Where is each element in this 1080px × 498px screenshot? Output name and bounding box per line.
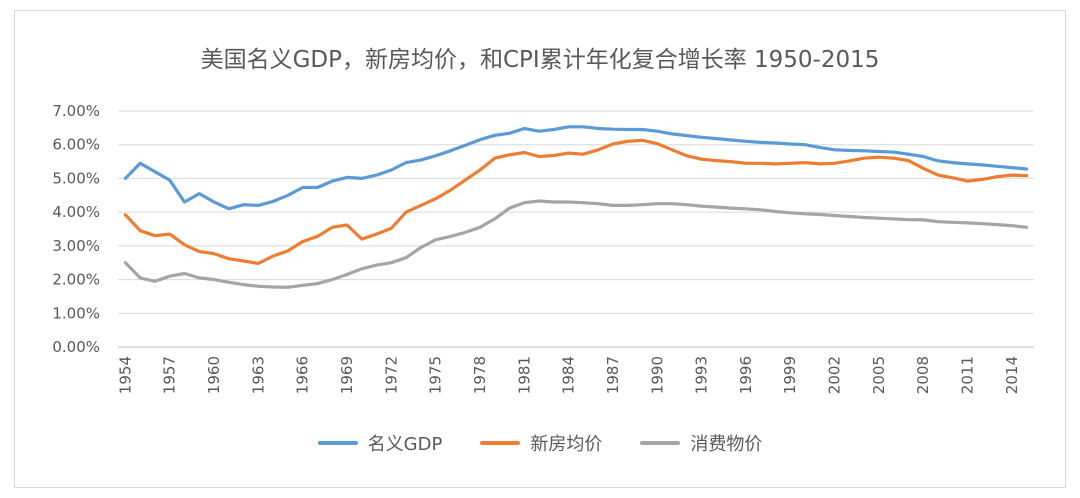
y-tick-label: 7.00% (52, 102, 100, 120)
legend-item-2: 新房均价 (480, 430, 602, 456)
x-tick-label: 1954 (116, 356, 134, 394)
legend-label: 名义GDP (367, 434, 443, 455)
y-tick-label: 3.00% (52, 237, 100, 255)
x-tick-label: 1957 (161, 356, 179, 394)
x-tick-label: 1996 (737, 356, 755, 394)
y-tick-label: 2.00% (52, 271, 100, 289)
x-tick-label: 2002 (826, 356, 844, 394)
x-tick-label: 1963 (249, 356, 267, 394)
series-line-2 (123, 138, 1029, 265)
x-tick-label: 1993 (693, 356, 711, 394)
legend-swatch (317, 441, 358, 445)
x-tick-label: 1981 (515, 356, 533, 394)
y-tick-label: 5.00% (52, 169, 100, 187)
series-lines (123, 125, 1029, 289)
legend-item-1: 名义GDP (317, 430, 443, 456)
legend-swatch (480, 441, 521, 445)
x-tick-label: 2011 (959, 356, 977, 394)
x-tick-label: 1978 (471, 356, 489, 394)
chart-frame (14, 10, 1066, 488)
legend: 名义GDP 新房均价 消费物价 (0, 428, 1080, 458)
x-tick-label: 2005 (870, 356, 888, 394)
x-tick-label: 2008 (914, 356, 932, 394)
x-tick-label: 1990 (648, 356, 666, 394)
chart-title: 美国名义GDP，新房均价，和CPI累计年化复合增长率 1950-2015 (200, 47, 880, 73)
legend-item-3: 消费物价 (640, 430, 762, 456)
y-tick-label: 6.00% (52, 136, 100, 154)
x-axis-ticks: 1954 1957 1960 1963 1966 1969 1972 1975 1978 1981… (116, 356, 1020, 394)
y-tick-label: 4.00% (52, 203, 100, 221)
y-axis-ticks: 0.00% 1.00% 2.00% 3.00% 4.00% 5.00% 6.00% 7.00% (52, 102, 100, 356)
x-tick-label: 1972 (382, 356, 400, 394)
y-tick-label: 1.00% (52, 304, 100, 322)
x-tick-label: 1987 (604, 356, 622, 394)
legend-label: 新房均价 (530, 434, 603, 455)
x-tick-label: 2014 (1003, 356, 1021, 394)
x-tick-label: 1960 (205, 356, 223, 394)
legend-label: 消费物价 (690, 434, 763, 455)
y-tick-label: 0.00% (52, 338, 100, 356)
x-tick-label: 1975 (427, 356, 445, 394)
x-tick-label: 1969 (338, 356, 356, 394)
x-tick-label: 1966 (294, 356, 312, 394)
legend-swatch (640, 441, 681, 445)
x-tick-label: 1984 (560, 356, 578, 394)
series-line-1 (123, 125, 1029, 211)
gridlines (118, 110, 1034, 348)
x-tick-label: 1999 (781, 356, 799, 394)
series-line-3 (123, 199, 1029, 289)
